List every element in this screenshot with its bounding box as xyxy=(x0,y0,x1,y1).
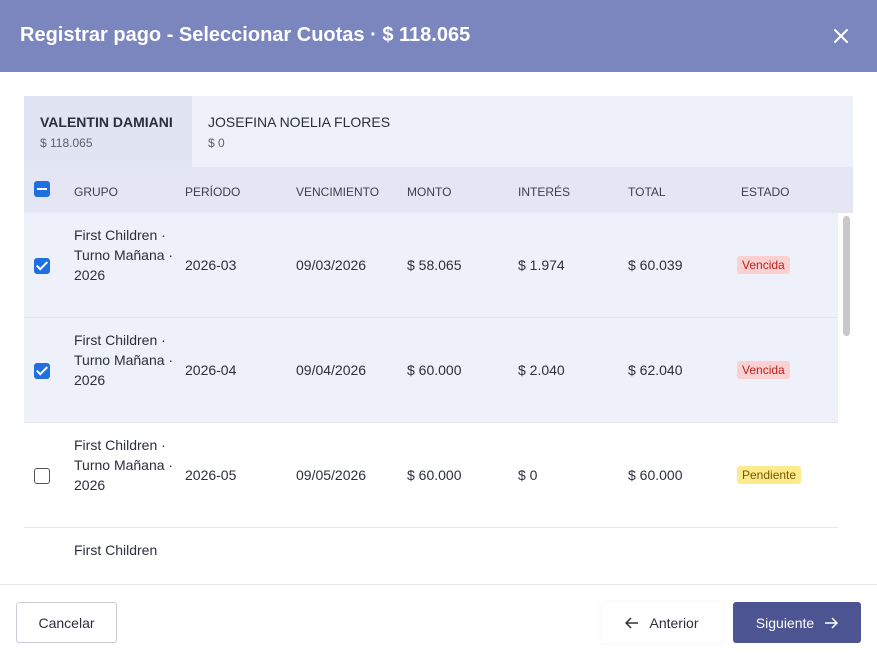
group-cell: First Children · Turno Mañana · 2026 xyxy=(74,227,174,283)
table-header: GRUPO PERÍODO VENCIMIENTO MONTO INTERÉS TOTAL… xyxy=(24,167,853,213)
column-header: GRUPO xyxy=(74,185,119,199)
table-cell: 2026-05 xyxy=(185,467,237,483)
status-badge: Vencida xyxy=(737,256,790,274)
cancel-button[interactable]: Cancelar xyxy=(16,602,117,643)
table-row: First Children xyxy=(24,528,838,584)
student-name: VALENTIN DAMIANI xyxy=(40,114,173,130)
row-checkbox[interactable] xyxy=(34,468,50,484)
table-row: First Children · Turno Mañana · 2026 2026… xyxy=(24,213,838,318)
select-all-checkbox[interactable] xyxy=(34,181,50,197)
student-tab[interactable]: VALENTIN DAMIANI $ 118.065 xyxy=(24,96,192,167)
student-amount: $ 0 xyxy=(208,136,225,150)
group-cell: First Children · Turno Mañana · 2026 xyxy=(74,437,174,493)
button-label: Siguiente xyxy=(755,614,815,631)
table-cell: 2026-03 xyxy=(185,257,237,273)
column-header: VENCIMIENTO xyxy=(296,185,380,199)
table-cell: $ 1.974 xyxy=(518,257,565,273)
column-header: INTERÉS xyxy=(518,185,571,199)
next-button[interactable]: Siguiente xyxy=(733,602,861,643)
table-cell: 09/03/2026 xyxy=(296,257,367,273)
button-label: Cancelar xyxy=(38,614,95,631)
close-button[interactable] xyxy=(832,27,850,45)
table-cell: $ 62.040 xyxy=(628,362,683,378)
modal-header: Registrar pago - Seleccionar Cuotas · $ … xyxy=(0,0,877,72)
student-tab[interactable]: JOSEFINA NOELIA FLORES $ 0 xyxy=(192,96,422,167)
status-badge: Vencida xyxy=(737,361,790,379)
column-header: MONTO xyxy=(407,185,452,199)
group-cell: First Children · Turno Mañana · 2026 xyxy=(74,332,174,388)
row-checkbox[interactable] xyxy=(34,363,50,379)
modal-title: Registrar pago - Seleccionar Cuotas · $ … xyxy=(20,24,471,46)
column-header: TOTAL xyxy=(628,185,666,199)
student-name: JOSEFINA NOELIA FLORES xyxy=(208,114,391,130)
table-body: First Children · Turno Mañana · 2026 2026… xyxy=(24,213,838,584)
table-cell: $ 60.000 xyxy=(628,467,683,483)
table-cell: $ 0 xyxy=(518,467,538,483)
table-cell: $ 2.040 xyxy=(518,362,565,378)
student-amount: $ 118.065 xyxy=(40,136,93,150)
scrollbar[interactable] xyxy=(843,216,850,336)
table-cell: 2026-04 xyxy=(185,362,237,378)
modal-footer: Cancelar Anterior Siguiente xyxy=(0,584,877,659)
row-checkbox[interactable] xyxy=(34,258,50,274)
table-cell: 09/05/2026 xyxy=(296,467,367,483)
table-cell: $ 60.000 xyxy=(407,362,462,378)
column-header: ESTADO xyxy=(741,185,790,199)
table-cell: $ 58.065 xyxy=(407,257,462,273)
student-tabs: VALENTIN DAMIANI $ 118.065 JOSEFINA NOELIA… xyxy=(24,96,853,167)
button-label: Anterior xyxy=(649,614,699,631)
status-badge: Pendiente xyxy=(737,466,802,484)
group-cell: First Children xyxy=(74,542,158,558)
table-cell: 09/04/2026 xyxy=(296,362,367,378)
table-cell: $ 60.000 xyxy=(407,467,462,483)
arrow-left xyxy=(625,616,639,629)
table-row: First Children · Turno Mañana · 2026 2026… xyxy=(24,318,838,423)
table-row: First Children · Turno Mañana · 2026 2026… xyxy=(24,423,838,528)
previous-button[interactable]: Anterior xyxy=(601,602,723,643)
column-header: PERÍODO xyxy=(185,185,241,199)
arrow-right xyxy=(825,616,839,629)
table-cell: $ 60.039 xyxy=(628,257,683,273)
